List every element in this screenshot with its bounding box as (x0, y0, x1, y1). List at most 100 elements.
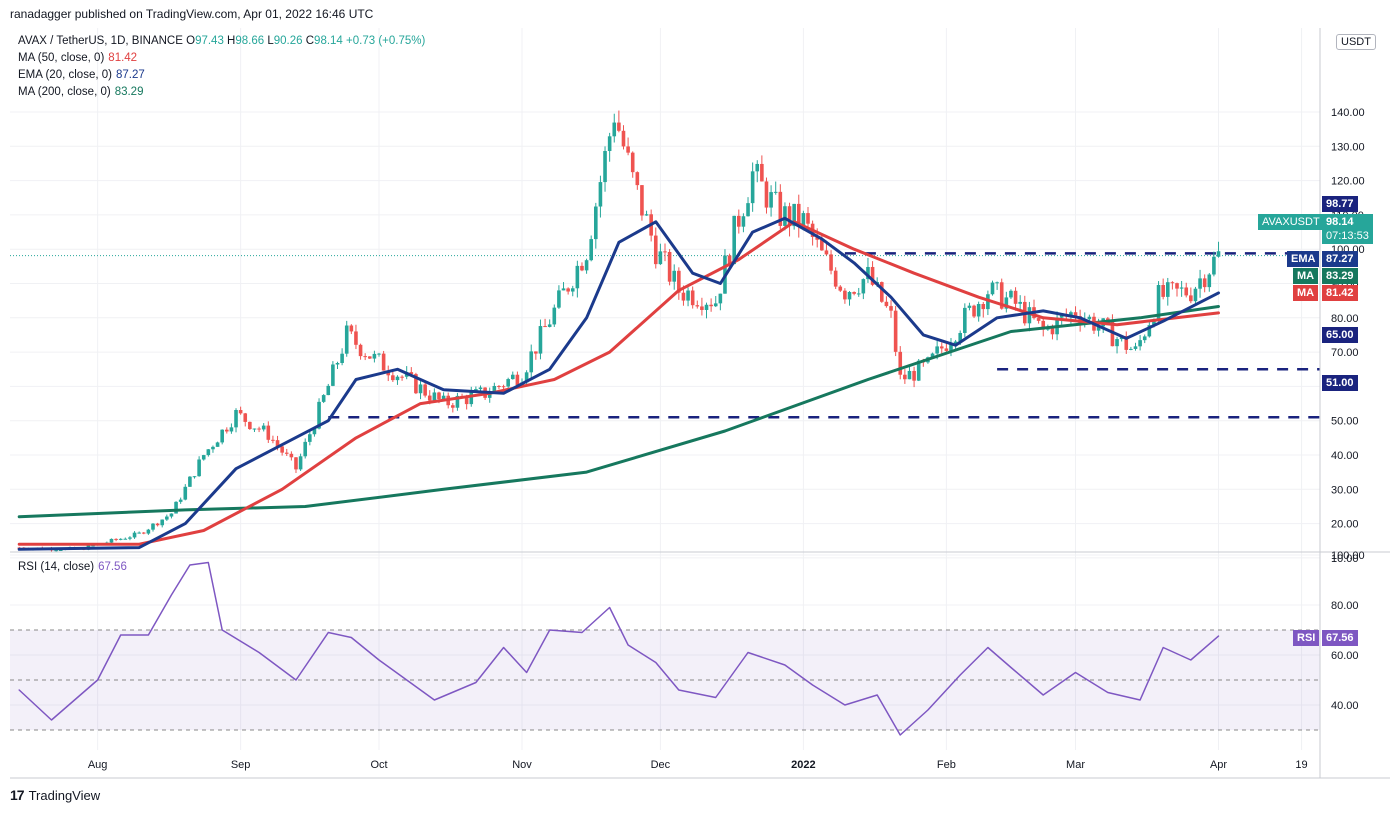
symbol-tag: AVAXUSDT (1258, 214, 1324, 230)
candle-body (972, 305, 976, 317)
candle-body (1124, 336, 1129, 350)
candle-body (151, 523, 155, 530)
candle (455, 392, 460, 411)
candle-body (1009, 290, 1013, 298)
candle-body (201, 455, 206, 460)
candle-body (381, 353, 386, 371)
rsi-legend-value: 67.56 (98, 561, 127, 573)
currency-button[interactable]: USDT (1336, 34, 1376, 50)
candle (552, 304, 557, 327)
candle-body (529, 351, 534, 373)
candle-body (326, 385, 331, 396)
ma200-line (17, 305, 1220, 519)
candle-body (644, 214, 649, 216)
candle (653, 227, 658, 269)
ma50-label: MA (50, close, 0) (18, 52, 105, 64)
ema20-line (17, 216, 1220, 551)
candle (755, 160, 760, 183)
legend-ma50[interactable]: MA (50, close, 0) 81.42 (18, 52, 137, 64)
candle-body (939, 346, 944, 349)
rsi-tag-value: 67.56 (1322, 630, 1358, 646)
candle (497, 385, 501, 390)
candle-body (358, 344, 363, 357)
candle-body (243, 413, 248, 422)
candle-body (1175, 283, 1179, 289)
candle (561, 282, 566, 291)
ma200-value: 83.29 (114, 86, 144, 98)
footer[interactable]: 17 TradingView (10, 787, 100, 803)
candle-body (695, 305, 700, 307)
candle (1175, 282, 1179, 297)
candle-body (248, 421, 252, 430)
candle-body (796, 203, 801, 227)
candle (1142, 334, 1147, 344)
candle-body (787, 206, 792, 227)
candle-body (783, 206, 787, 226)
candle (183, 484, 188, 501)
brand-name: TradingView (28, 787, 101, 803)
legend-ema20[interactable]: EMA (20, close, 0) 87.27 (18, 69, 145, 81)
candle (783, 202, 787, 231)
low-label: L (267, 35, 274, 47)
candle-body (487, 393, 492, 398)
candle-body (183, 486, 188, 500)
candle (847, 291, 852, 306)
last-price-tag: 98.14 07:13:53 (1322, 214, 1373, 244)
candle (1036, 317, 1041, 324)
candle-body (91, 545, 95, 547)
candle-body (437, 392, 441, 400)
rsi-tick-label: 100.00 (1331, 550, 1365, 562)
candle-body (949, 344, 953, 351)
candle-body (160, 519, 165, 526)
candle-body (418, 384, 423, 394)
candle-body (303, 441, 308, 457)
candle-body (580, 265, 584, 271)
candle (704, 302, 709, 319)
candle (478, 385, 483, 391)
legend-rsi[interactable]: RSI (14, close) 67.56 (18, 561, 127, 573)
candle-body (321, 395, 326, 402)
candle-body (165, 516, 169, 520)
candle-body (146, 529, 151, 534)
candle-body (538, 326, 543, 354)
candle-body (1087, 316, 1092, 320)
price-tick-label: 20.00 (1331, 519, 1359, 531)
candle-body (224, 429, 229, 432)
candle-body (174, 501, 178, 514)
candle-body (266, 425, 271, 440)
candle (700, 297, 704, 316)
candle-body (1138, 340, 1142, 347)
candle-body (847, 292, 852, 300)
candle (713, 296, 718, 308)
candle-body (1142, 336, 1147, 341)
support2-tag: 51.00 (1322, 375, 1358, 391)
candle (796, 194, 801, 238)
ema20-label: EMA (20, close, 0) (18, 69, 112, 81)
candle-body (1069, 312, 1073, 317)
candle-body (409, 372, 414, 375)
candle-body (584, 260, 589, 271)
ma200-tag-value: 83.29 (1322, 268, 1358, 284)
candle-body (594, 206, 598, 240)
candle (1138, 335, 1142, 351)
candle-body (750, 171, 755, 204)
candle (358, 343, 363, 360)
candle (377, 352, 381, 357)
candle (155, 522, 160, 527)
moving-averages (17, 216, 1220, 551)
candle (944, 342, 949, 353)
candle-body (866, 266, 870, 280)
candle-body (344, 325, 349, 354)
candle-body (640, 185, 644, 216)
legend-ma200[interactable]: MA (200, close, 0) 83.29 (18, 86, 143, 98)
price-tick-label: 70.00 (1331, 347, 1359, 359)
ma50-tag-value: 81.42 (1322, 285, 1358, 301)
candle-body (843, 290, 847, 300)
candle-body (741, 216, 746, 227)
high-label: H (227, 35, 236, 47)
candle-body (898, 351, 903, 375)
candle (967, 302, 972, 311)
candle-body (672, 270, 677, 282)
candle (335, 361, 340, 370)
